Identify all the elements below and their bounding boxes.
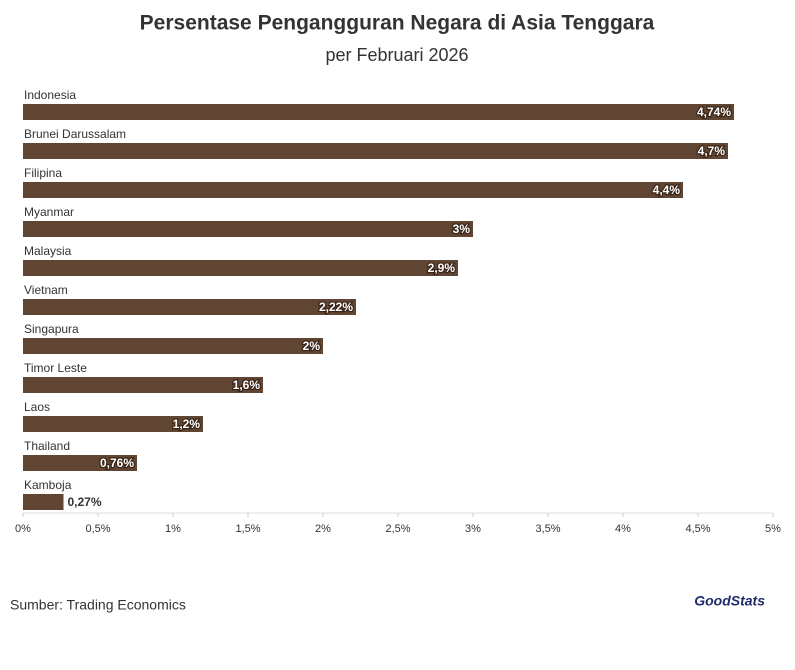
category-label: Thailand bbox=[24, 439, 70, 453]
x-tick-label: 0% bbox=[15, 523, 31, 535]
x-tick-label: 4% bbox=[615, 523, 631, 535]
value-label: 3% bbox=[453, 222, 471, 236]
x-tick-label: 4,5% bbox=[685, 523, 710, 535]
x-tick-label: 0,5% bbox=[85, 523, 110, 535]
bar bbox=[23, 182, 683, 198]
x-tick-label: 1,5% bbox=[235, 523, 260, 535]
value-label: 4,74% bbox=[697, 105, 731, 119]
value-label: 0,27% bbox=[68, 495, 102, 509]
value-label: 2,22% bbox=[319, 300, 353, 314]
logo: GoodStats bbox=[694, 593, 765, 609]
x-tick-label: 3% bbox=[465, 523, 481, 535]
value-label: 2,9% bbox=[428, 261, 456, 275]
bar bbox=[23, 416, 203, 432]
category-label: Myanmar bbox=[24, 205, 74, 219]
x-tick-label: 2,5% bbox=[385, 523, 410, 535]
x-tick-label: 2% bbox=[315, 523, 331, 535]
category-label: Filipina bbox=[24, 166, 62, 180]
x-tick-label: 1% bbox=[165, 523, 181, 535]
value-label: 4,7% bbox=[698, 144, 726, 158]
x-tick-label: 3,5% bbox=[535, 523, 560, 535]
x-tick-label: 5% bbox=[765, 523, 781, 535]
value-label: 1,6% bbox=[233, 378, 261, 392]
source: Sumber: Trading Economics bbox=[10, 597, 186, 613]
category-label: Vietnam bbox=[24, 283, 68, 297]
category-label: Laos bbox=[24, 400, 50, 414]
chart-title: Persentase Pengangguran Negara di Asia T… bbox=[140, 12, 655, 35]
value-label: 4,4% bbox=[653, 183, 681, 197]
bar bbox=[23, 377, 263, 393]
category-label: Brunei Darussalam bbox=[24, 127, 126, 141]
category-label: Kamboja bbox=[24, 478, 72, 492]
value-label: 1,2% bbox=[173, 417, 201, 431]
chart-subtitle: per Februari 2026 bbox=[325, 45, 468, 65]
category-label: Malaysia bbox=[24, 244, 72, 258]
bar bbox=[23, 104, 734, 120]
bar bbox=[23, 299, 356, 315]
value-label: 0,76% bbox=[100, 456, 134, 470]
bar bbox=[23, 494, 64, 510]
value-label: 2% bbox=[303, 339, 321, 353]
category-label: Singapura bbox=[24, 322, 79, 336]
category-label: Indonesia bbox=[24, 88, 76, 102]
bar bbox=[23, 260, 458, 276]
bar bbox=[23, 221, 473, 237]
bar bbox=[23, 455, 137, 471]
bar bbox=[23, 338, 323, 354]
category-label: Timor Leste bbox=[24, 361, 87, 375]
bar bbox=[23, 143, 728, 159]
